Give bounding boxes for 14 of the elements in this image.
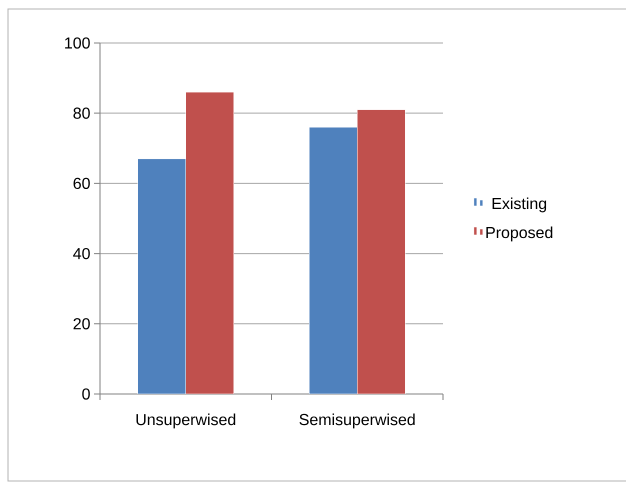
x-tick-label: Unsuperwised: [136, 414, 236, 428]
bar: [308, 126, 358, 394]
legend-label: Existing: [492, 197, 546, 212]
y-tick-label: 60: [74, 178, 90, 190]
y-tick-label: 100: [65, 37, 90, 49]
y-tick-label: 20: [74, 318, 90, 330]
bar: [186, 92, 234, 394]
legend-label: Proposed: [486, 226, 552, 242]
y-tick-label: 0: [82, 388, 90, 400]
x-tick-label: Semisuperwised: [300, 414, 415, 428]
bar: [357, 109, 406, 394]
y-tick-label: 80: [73, 108, 90, 119]
y-tick-label: 40: [73, 248, 90, 260]
bar: [137, 158, 186, 394]
